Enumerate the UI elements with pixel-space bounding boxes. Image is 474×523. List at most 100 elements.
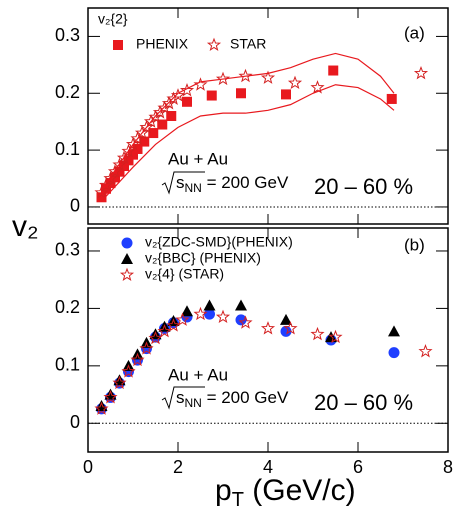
system-label: Au + Au — [168, 365, 228, 384]
star-marker — [193, 77, 208, 91]
star-marker — [139, 341, 154, 355]
square-marker — [128, 149, 138, 160]
centrality-label: 20 – 60 % — [314, 174, 413, 199]
square-marker — [114, 166, 125, 177]
legend-label: PHENIX — [136, 36, 189, 52]
y-tick-label: 0.3 — [55, 240, 80, 260]
energy-s: s — [176, 388, 185, 407]
triangle-marker — [388, 325, 400, 337]
triangle-marker — [203, 299, 216, 311]
band-curve — [101, 52, 395, 191]
energy-sub: NN — [185, 396, 202, 410]
square-marker — [96, 192, 107, 203]
legend-label: STAR — [230, 36, 266, 52]
energy-value: = 200 GeV — [202, 173, 289, 192]
y-tick-label: 0.1 — [55, 355, 80, 375]
triangle-marker — [181, 305, 193, 317]
star-marker — [166, 91, 181, 105]
star-marker — [121, 364, 136, 378]
square-marker — [386, 93, 397, 104]
y-tick-label: 0.1 — [55, 139, 80, 159]
star-marker — [112, 375, 127, 390]
square-marker — [139, 136, 150, 147]
energy-value: = 200 GeV — [202, 388, 289, 407]
system-label: Au + Au — [168, 149, 228, 168]
square-marker — [236, 88, 246, 99]
star-marker — [328, 329, 343, 344]
star-marker — [260, 321, 276, 335]
star-marker — [119, 267, 135, 282]
centrality-label: 20 – 60 % — [314, 390, 413, 415]
square-marker — [101, 183, 111, 194]
star-marker — [310, 326, 325, 341]
square-marker — [157, 119, 168, 130]
triangle-marker — [280, 313, 292, 325]
star-marker — [287, 75, 303, 90]
square-marker — [182, 96, 192, 107]
square-marker — [113, 40, 123, 50]
star-marker — [238, 315, 253, 329]
circle-marker — [235, 314, 247, 326]
square-marker — [166, 111, 177, 121]
star-marker — [179, 82, 195, 97]
star-marker — [193, 306, 208, 321]
y-axis-label: v₂ — [12, 210, 39, 243]
triangle-marker — [113, 374, 126, 386]
panel-label: (b) — [404, 235, 425, 254]
square-marker — [206, 90, 217, 101]
star-marker — [215, 71, 231, 86]
star-marker — [103, 171, 118, 185]
y-tick-label: 0.2 — [55, 82, 80, 102]
circle-marker — [280, 325, 292, 337]
square-marker — [123, 155, 134, 166]
y-tick-label: 0 — [70, 196, 80, 216]
star-marker — [283, 321, 298, 335]
triangle-marker — [235, 299, 247, 311]
square-marker — [328, 65, 339, 76]
circle-marker — [204, 308, 215, 320]
star-marker — [112, 157, 127, 171]
star-marker — [157, 323, 172, 338]
star-marker — [260, 70, 276, 84]
circle-marker — [121, 237, 133, 249]
y-tick-label: 0.3 — [55, 25, 80, 45]
star-marker — [103, 390, 118, 404]
square-marker — [119, 161, 129, 172]
x-tick-label: 4 — [263, 457, 273, 477]
legend-label: v₂{BBC} (PHENIX) — [145, 250, 261, 266]
star-marker — [116, 150, 132, 165]
star-marker — [418, 344, 433, 358]
star-marker — [98, 177, 114, 192]
square-marker — [132, 143, 143, 154]
star-marker — [206, 37, 222, 52]
star-marker — [130, 131, 145, 145]
x-axis-label: pT (GeV/c) — [215, 474, 356, 511]
star-marker — [310, 80, 325, 94]
star-marker — [94, 401, 109, 415]
legend-label: v₂{ZDC-SMD}(PHENIX) — [145, 234, 293, 250]
star-marker — [134, 125, 150, 140]
band-curve — [101, 84, 395, 202]
legend-title: v₂{2} — [98, 11, 128, 27]
triangle-marker — [104, 388, 117, 400]
panel-label: (a) — [404, 23, 425, 42]
star-marker — [121, 143, 136, 158]
star-marker — [130, 352, 145, 367]
triangle-marker — [95, 400, 108, 412]
legend-label: v₂{4} (STAR) — [145, 266, 224, 282]
energy-label: sNN = 200 GeV — [176, 173, 289, 195]
star-marker — [148, 330, 163, 345]
star-marker — [94, 185, 109, 199]
star-marker — [215, 309, 231, 324]
x-tick-label: 0 — [83, 457, 93, 477]
x-tick-label: 8 — [443, 457, 453, 477]
square-marker — [148, 128, 159, 139]
circle-marker — [388, 347, 400, 359]
y-tick-label: 0.2 — [55, 297, 80, 317]
energy-label: sNN = 200 GeV — [176, 388, 289, 410]
star-marker — [125, 136, 141, 151]
plot-frame — [87, 227, 449, 453]
star-marker — [170, 88, 186, 102]
star-marker — [238, 68, 253, 83]
